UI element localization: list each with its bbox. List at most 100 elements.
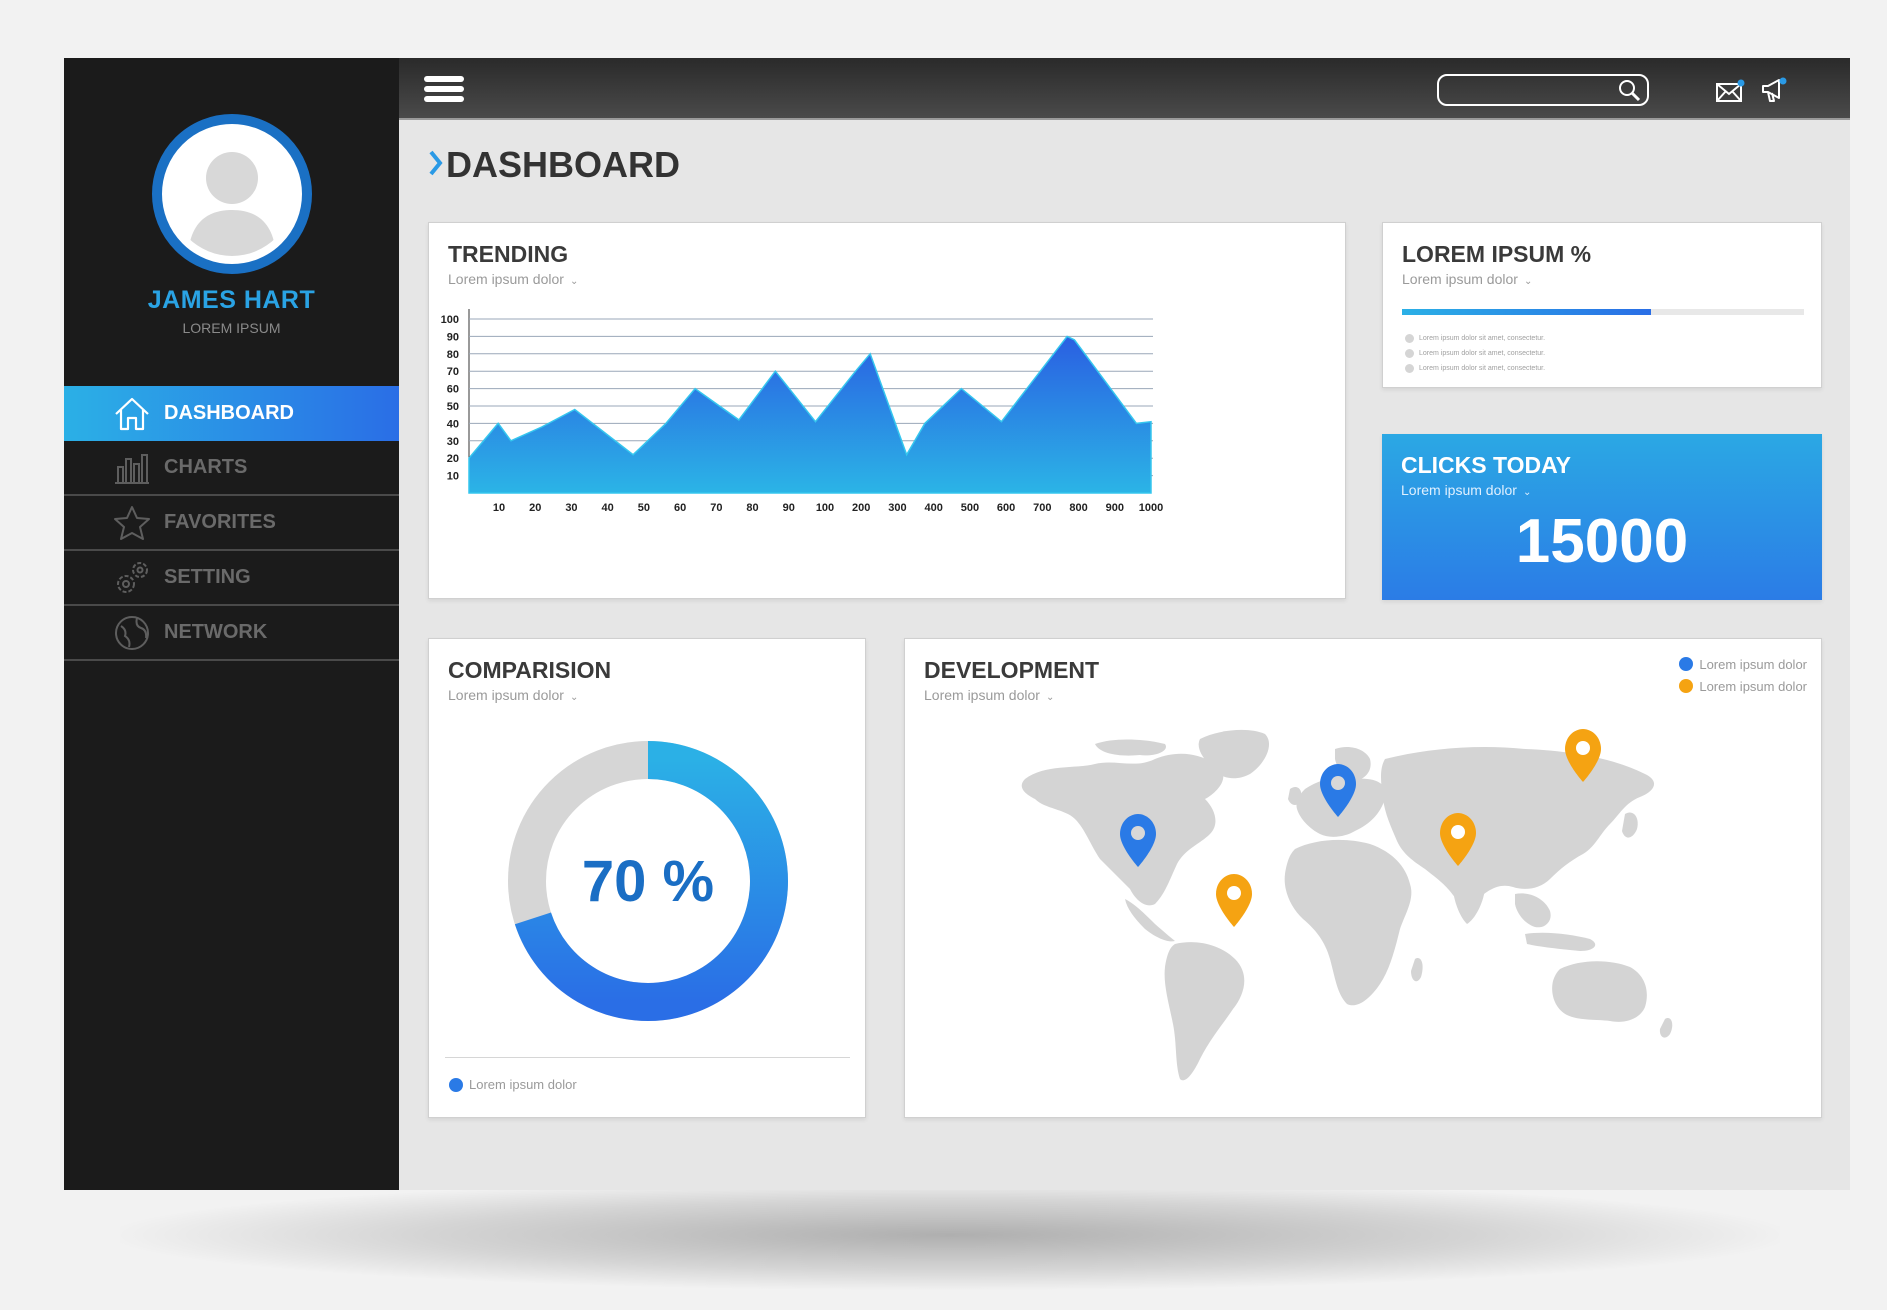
list-item: Lorem ipsum dolor sit amet, consectetur. <box>1405 331 1545 346</box>
map-arctic-islands <box>1095 739 1166 756</box>
page-title: DASHBOARD <box>446 144 680 185</box>
chevron-down-icon: ⌄ <box>1045 692 1055 703</box>
map-japan <box>1622 812 1638 838</box>
donut-value-slice <box>514 741 788 1021</box>
trending-area-chart: 10 20 30 40 50 60 70 80 90 100 10 20 30 40 50 60 70 80 90… <box>441 309 1163 514</box>
chevron-right-icon <box>426 146 446 184</box>
x-tick-label: 30 <box>565 502 577 514</box>
sidebar-nav: DASHBOARD CHARTS FAVORITES SETTING <box>64 386 399 661</box>
user-silhouette-icon <box>188 152 276 256</box>
chevron-down-icon: ⌄ <box>569 276 579 287</box>
legend-item: Lorem ipsum dolor <box>1679 675 1807 697</box>
card-title: COMPARISION <box>448 657 612 683</box>
card-dropdown[interactable]: Lorem ipsum dolor ⌄ <box>1401 482 1531 498</box>
card-title: LOREM IPSUM % <box>1402 241 1592 267</box>
x-tick-label: 70 <box>710 502 722 514</box>
legend-dot <box>449 1077 463 1092</box>
x-tick-label: 60 <box>674 502 686 514</box>
page-header: DASHBOARD <box>426 144 680 186</box>
page-shadow <box>120 1180 1780 1290</box>
x-tick-label: 80 <box>746 502 758 514</box>
map-uk <box>1288 787 1302 805</box>
development-card: DEVELOPMENT Lorem ipsum dolor ⌄ Lorem ips… <box>904 638 1822 1118</box>
star-icon <box>112 503 152 543</box>
chevron-down-icon: ⌄ <box>1522 487 1532 498</box>
y-tick-label: 70 <box>447 366 459 378</box>
gear-icon <box>112 558 152 598</box>
card-title: TRENDING <box>448 241 569 267</box>
trending-card: TRENDING Lorem ipsum dolor ⌄ 10 20 30 40 50 60… <box>428 222 1346 599</box>
search-icon[interactable] <box>1617 78 1641 102</box>
dropdown-label: Lorem ipsum dolor <box>1401 482 1517 498</box>
sidebar-item-label: FAVORITES <box>164 511 276 533</box>
legend-item: Lorem ipsum dolor <box>1679 653 1807 675</box>
card-title: DEVELOPMENT <box>924 657 1100 683</box>
map-legend: Lorem ipsum dolor Lorem ipsum dolor <box>1679 653 1807 697</box>
chevron-down-icon: ⌄ <box>1523 276 1533 287</box>
search-input[interactable] <box>1437 74 1649 106</box>
sidebar-item-setting[interactable]: SETTING <box>64 551 399 606</box>
list-item: Lorem ipsum dolor sit amet, consectetur. <box>1405 346 1545 361</box>
map-pin-orange-russia <box>1565 729 1601 782</box>
comparision-card: COMPARISION Lorem ipsum dolor ⌄ 70 % Lore… <box>428 638 866 1118</box>
sidebar-item-charts[interactable]: CHARTS <box>64 441 399 496</box>
sidebar-item-label: SETTING <box>164 566 251 588</box>
x-tick-label: 1000 <box>1139 502 1163 514</box>
hamburger-icon[interactable] <box>424 76 464 106</box>
x-tick-label: 40 <box>602 502 614 514</box>
mail-icon[interactable] <box>1715 78 1745 104</box>
card-dropdown[interactable]: Lorem ipsum dolor ⌄ <box>448 687 578 703</box>
card-dropdown[interactable]: Lorem ipsum dolor ⌄ <box>448 271 578 287</box>
map-greenland <box>1198 729 1270 779</box>
y-tick-label: 80 <box>447 349 459 361</box>
x-tick-label: 400 <box>924 502 942 514</box>
avatar[interactable] <box>152 114 312 274</box>
bullet-list: Lorem ipsum dolor sit amet, consectetur.… <box>1405 331 1545 376</box>
map-south-america <box>1164 942 1245 1081</box>
dropdown-label: Lorem ipsum dolor <box>924 687 1040 703</box>
x-tick-label: 50 <box>638 502 650 514</box>
sidebar: JAMES HART LOREM IPSUM DASHBOARD CHARTS … <box>64 58 399 1190</box>
sidebar-item-label: CHARTS <box>164 456 248 478</box>
sidebar-item-dashboard[interactable]: DASHBOARD <box>64 386 399 441</box>
dashboard-window: JAMES HART LOREM IPSUM DASHBOARD CHARTS … <box>64 58 1850 1190</box>
sidebar-item-label: DASHBOARD <box>164 402 294 424</box>
sidebar-item-network[interactable]: NETWORK <box>64 606 399 661</box>
chevron-down-icon: ⌄ <box>569 692 579 703</box>
x-tick-label: 90 <box>783 502 795 514</box>
y-tick-label: 30 <box>447 436 459 448</box>
map-indonesia <box>1525 932 1596 951</box>
x-tick-label: 900 <box>1106 502 1124 514</box>
top-bar <box>399 58 1850 120</box>
progress-bar <box>1402 309 1804 315</box>
card-dropdown[interactable]: Lorem ipsum dolor ⌄ <box>1402 271 1532 287</box>
y-tick-label: 100 <box>441 314 459 326</box>
x-tick-label: 600 <box>997 502 1015 514</box>
y-tick-label: 20 <box>447 453 459 465</box>
globe-icon <box>112 613 152 653</box>
clicks-value: 15000 <box>1515 507 1689 576</box>
dropdown-label: Lorem ipsum dolor <box>1402 271 1518 287</box>
sidebar-item-favorites[interactable]: FAVORITES <box>64 496 399 551</box>
map-india <box>1452 868 1486 924</box>
x-tick-label: 100 <box>816 502 834 514</box>
card-dropdown[interactable]: Lorem ipsum dolor ⌄ <box>924 687 1054 703</box>
x-tick-label: 10 <box>493 502 505 514</box>
bar-chart-icon <box>112 448 152 488</box>
map-new-zealand <box>1659 1018 1673 1038</box>
donut-percent-label: 70 % <box>582 849 714 914</box>
card-title: CLICKS TODAY <box>1401 452 1571 478</box>
divider <box>445 1057 850 1058</box>
list-item: Lorem ipsum dolor sit amet, consectetur. <box>1405 361 1545 376</box>
x-tick-label: 700 <box>1033 502 1051 514</box>
y-tick-label: 10 <box>447 471 459 483</box>
map-australia <box>1552 961 1647 1022</box>
x-tick-label: 800 <box>1069 502 1087 514</box>
megaphone-icon[interactable] <box>1759 76 1789 104</box>
progress-fill <box>1402 309 1652 315</box>
map-pin-orange-brazil <box>1216 874 1252 927</box>
home-icon <box>112 394 152 434</box>
chart-legend: Lorem ipsum dolor <box>449 1077 577 1092</box>
legend-label: Lorem ipsum dolor <box>469 1077 577 1092</box>
map-southeast-asia <box>1515 893 1551 928</box>
